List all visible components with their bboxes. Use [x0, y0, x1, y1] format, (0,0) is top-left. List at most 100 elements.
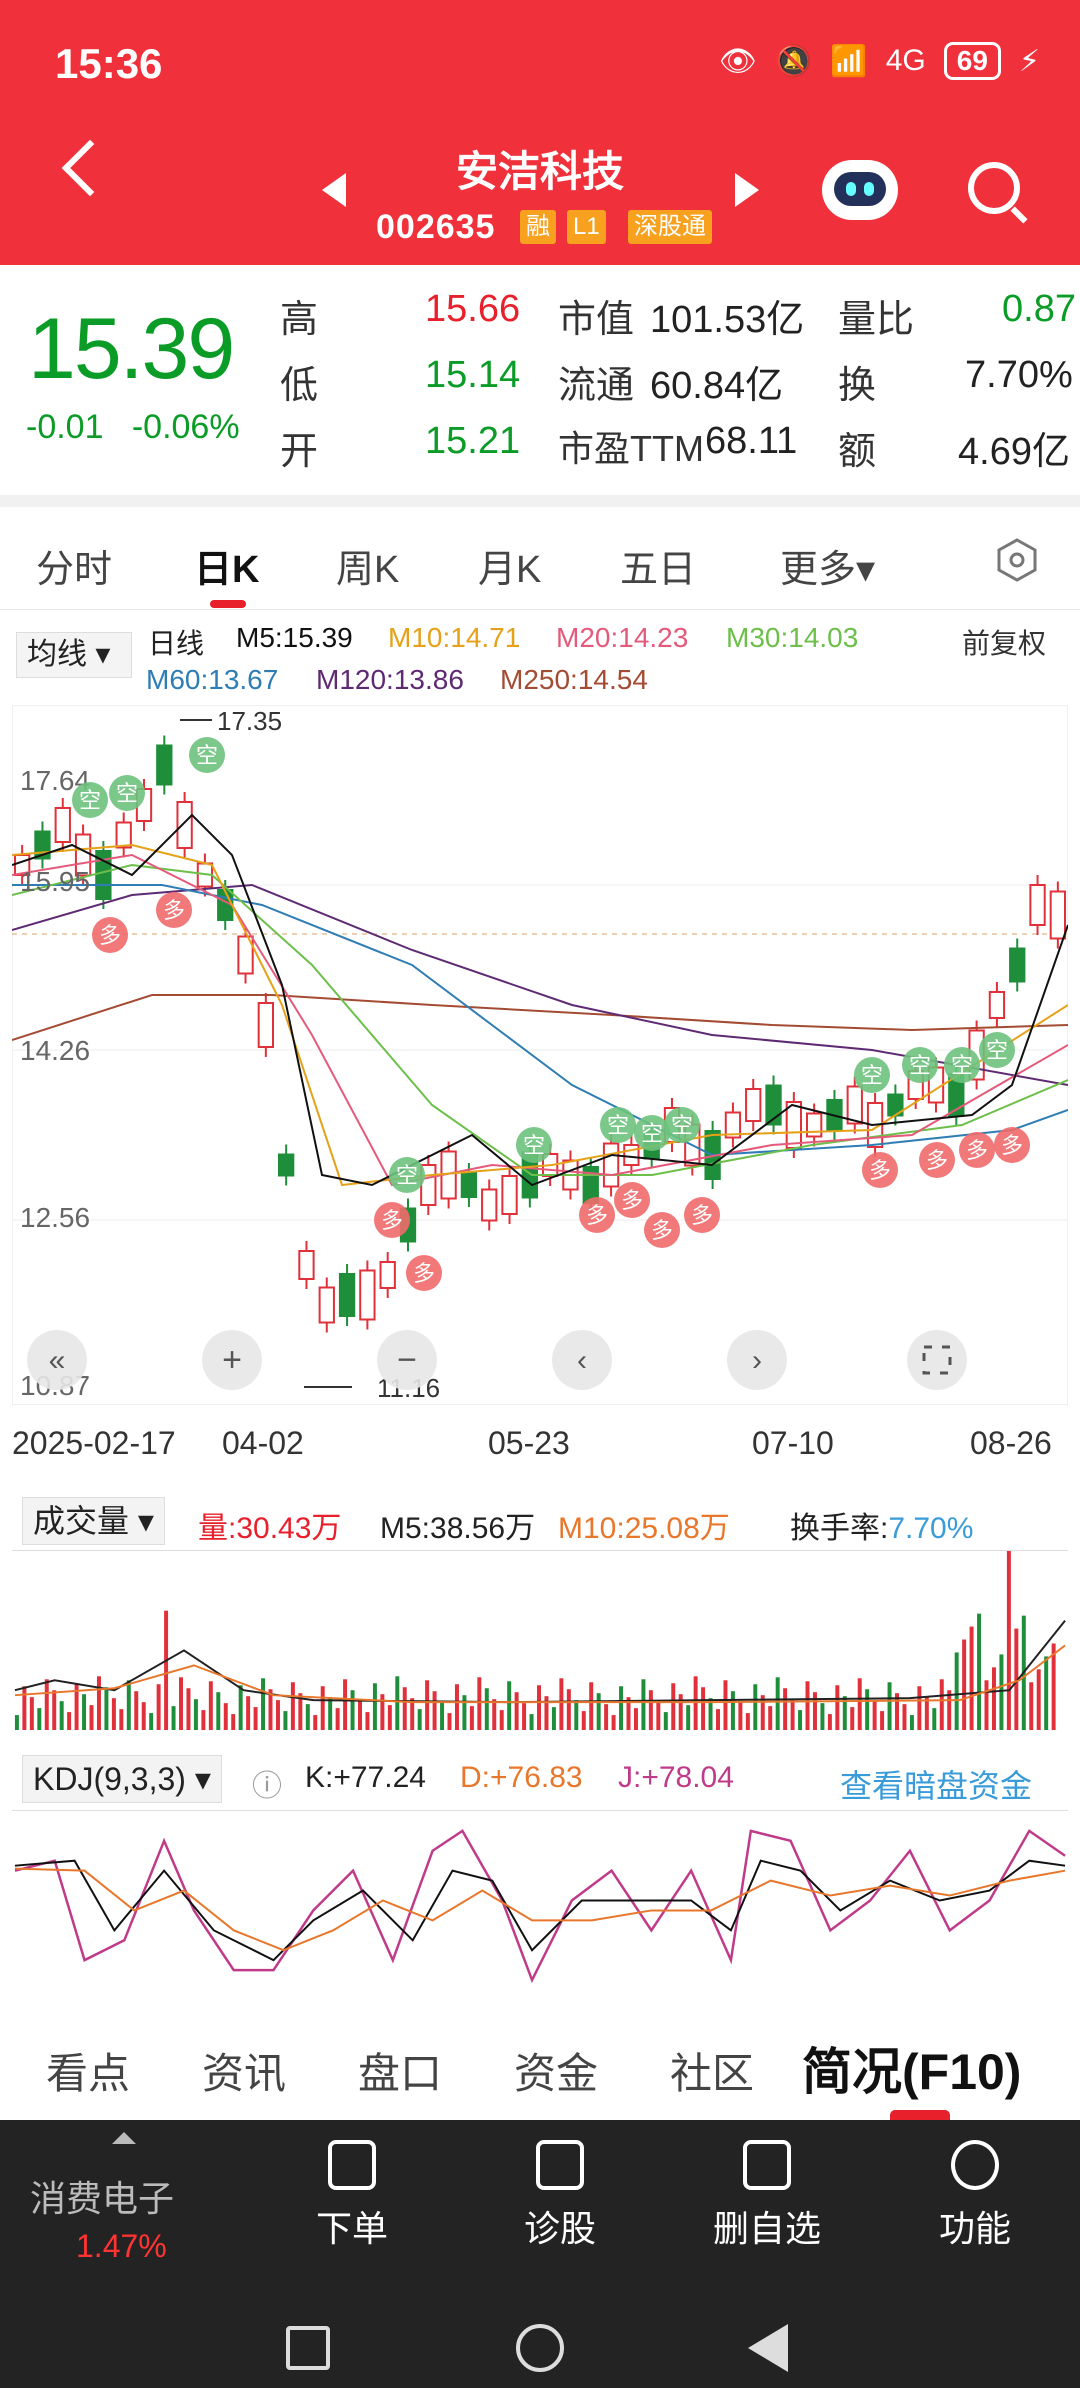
tab-five-day[interactable]: 五日: [620, 549, 697, 591]
menu-icon: [951, 2140, 999, 2190]
nav-back-icon[interactable]: [748, 2324, 788, 2372]
next-stock-icon[interactable]: [735, 173, 759, 207]
fq-label[interactable]: 前复权: [962, 628, 1047, 659]
ma30-line: [12, 863, 1068, 1176]
tab-intraday[interactable]: 分时: [36, 549, 113, 591]
ma5-label: M5:15.39: [236, 622, 353, 653]
eye-icon: 👁: [718, 44, 758, 78]
volume-turnover: 换手率:7.70%: [790, 1512, 974, 1545]
stock-name: 安洁科技: [455, 148, 624, 195]
volume-chart[interactable]: [12, 1550, 1068, 1730]
svg-text:多: 多: [691, 1203, 713, 1228]
tab-order-book[interactable]: 盘口: [358, 2050, 443, 2097]
high-mark: 17.35: [217, 706, 282, 736]
tab-more[interactable]: 更多▾: [780, 549, 876, 591]
open-label: 开: [280, 431, 319, 473]
tab-news[interactable]: 资讯: [202, 2050, 287, 2097]
ma120-label: M120:13.86: [316, 664, 464, 695]
kdj-k: K:+77.24: [305, 1761, 426, 1794]
ytick-3: 14.26: [20, 1035, 90, 1066]
svg-text:多: 多: [1001, 1133, 1023, 1158]
ma60-line: [12, 884, 1068, 1157]
candle-group: [14, 735, 1066, 1333]
volume-ratio-value: 0.87: [1002, 288, 1076, 330]
stock-code: 002635: [376, 208, 496, 246]
ma30-label: M30:14.03: [726, 622, 859, 653]
ma-select[interactable]: 均线 ▾: [16, 632, 132, 678]
amount-value: 4.69亿: [958, 431, 1070, 473]
tab-funds[interactable]: 资金: [514, 2050, 599, 2097]
robot-assistant-icon[interactable]: [822, 160, 898, 220]
tab-profile[interactable]: 简况(F10): [802, 2044, 1022, 2100]
svg-text:多: 多: [586, 1203, 608, 1228]
kdj-j: J:+78.04: [618, 1761, 734, 1794]
tag-level: L1: [567, 210, 606, 244]
dark-pool-link[interactable]: 查看暗盘资金: [840, 1768, 1033, 1804]
signal-label: 4G: [885, 44, 926, 77]
open-value: 15.21: [425, 420, 521, 462]
charging-icon: ⚡: [1018, 44, 1040, 78]
low-label: 低: [280, 365, 319, 407]
ma20-label: M20:14.23: [556, 622, 689, 653]
functions-button[interactable]: 功能: [905, 2140, 1045, 2252]
search-icon[interactable]: [968, 162, 1020, 214]
kline-chart[interactable]: 17.64 15.95 14.26 12.56 10.87 17.35 11.1…: [12, 705, 1068, 1405]
price-change: -0.01 -0.06%: [26, 408, 240, 446]
remove-watchlist-button[interactable]: 删自选: [697, 2140, 837, 2252]
remove-icon: [743, 2140, 791, 2190]
tab-daily-k[interactable]: 日K: [194, 549, 260, 591]
ma10-label: M10:14.71: [388, 622, 521, 653]
wifi-icon: 📶: [830, 44, 868, 78]
amount-label: 额: [838, 431, 877, 473]
tab-weekly-k[interactable]: 周K: [336, 549, 400, 591]
kdj-select[interactable]: KDJ(9,3,3) ▾: [22, 1755, 222, 1803]
recents-icon[interactable]: [286, 2326, 330, 2370]
turnover-label: 换: [838, 365, 877, 407]
scroll-start-button: [27, 1330, 87, 1390]
scroll-left-button: [552, 1330, 612, 1390]
svg-text:空: 空: [523, 1133, 545, 1158]
volume-m10: M10:25.08万: [558, 1512, 730, 1545]
tab-monthly-k[interactable]: 月K: [478, 549, 542, 591]
svg-text:›: ›: [752, 1344, 762, 1377]
svg-text:多: 多: [966, 1138, 988, 1163]
expand-icon[interactable]: [112, 2132, 136, 2144]
header-bar: 15:36 👁 🔕 📶 4G 69 ⚡ 安洁科技 002635 融 L1 深股通: [0, 0, 1080, 265]
svg-text:多: 多: [926, 1148, 948, 1173]
ma250-label: M250:14.54: [500, 664, 648, 695]
xlabel-1: 2025-02-17: [12, 1425, 176, 1461]
current-price: 15.39: [28, 301, 235, 397]
settings-icon[interactable]: [994, 537, 1040, 583]
svg-text:«: «: [49, 1344, 66, 1377]
sector-name[interactable]: 消费电子: [30, 2178, 175, 2219]
svg-text:+: +: [222, 1341, 242, 1379]
system-nav: [0, 2320, 1080, 2388]
ma250-line: [12, 994, 1068, 1041]
battery-icon: 69: [943, 42, 1001, 80]
mute-icon: 🔕: [775, 44, 813, 78]
svg-text:多: 多: [869, 1158, 891, 1183]
svg-text:空: 空: [861, 1063, 883, 1088]
tab-highlights[interactable]: 看点: [46, 2050, 131, 2097]
volume-select[interactable]: 成交量 ▾: [22, 1497, 165, 1545]
svg-text:多: 多: [381, 1208, 403, 1233]
high-value: 15.66: [425, 288, 521, 330]
svg-text:空: 空: [79, 788, 101, 813]
ytick-2: 15.95: [20, 866, 90, 897]
diagnose-button[interactable]: 诊股: [490, 2140, 630, 2252]
kdj-d: D:+76.83: [460, 1761, 583, 1794]
mcap-label: 市值: [558, 299, 635, 341]
tag-margin: 融: [520, 210, 556, 244]
volume-header: 成交量 ▾ 量:30.43万 M5:38.56万 M10:25.08万 换手率:…: [0, 1497, 1080, 1547]
scroll-right-button: [727, 1330, 787, 1390]
svg-text:空: 空: [986, 1038, 1008, 1063]
home-icon[interactable]: [516, 2324, 564, 2372]
svg-text:‹: ‹: [577, 1344, 587, 1377]
bottom-tabs: 看点 资讯 盘口 资金 社区 简况(F10): [0, 2010, 1080, 2120]
kdj-chart[interactable]: [12, 1810, 1068, 1990]
order-button[interactable]: 下单: [282, 2140, 422, 2252]
action-bar: 消费电子 1.47% 下单 诊股 删自选 功能: [0, 2120, 1080, 2320]
tab-community[interactable]: 社区: [670, 2050, 755, 2097]
help-icon[interactable]: ⓘ: [252, 1770, 282, 1803]
prev-stock-icon[interactable]: [322, 173, 346, 207]
